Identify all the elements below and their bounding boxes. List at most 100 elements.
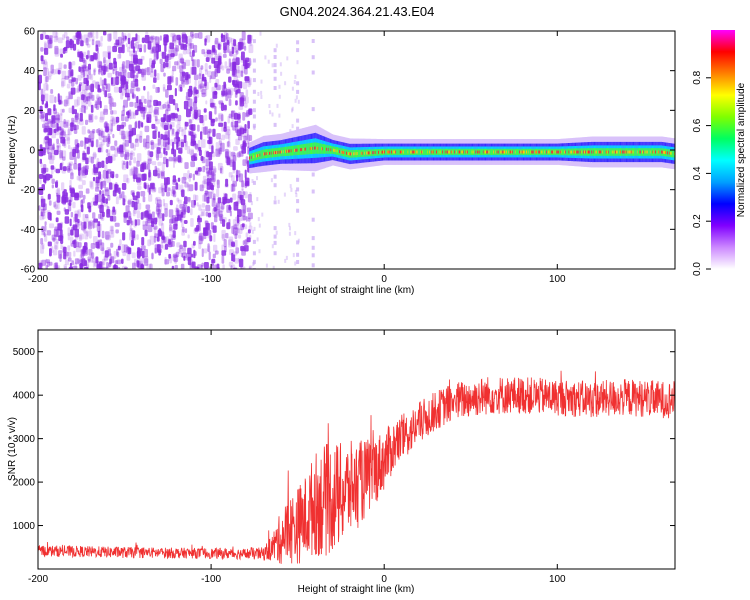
spectrogram-noise-cell: [206, 178, 210, 186]
spectrogram-noise-cell: [143, 182, 147, 189]
spectrogram-noise-cell: [233, 60, 237, 67]
spectrogram-noise-cell: [221, 126, 224, 132]
spectrogram-noise-cell: [156, 199, 162, 208]
spectrogram-noise-cell: [157, 138, 161, 146]
spectrogram-noise-cell: [169, 218, 174, 224]
spectrogram-noise-cell: [179, 245, 183, 253]
spectrogram-noise-cell: [52, 31, 57, 38]
spectrogram-noise-cell: [226, 222, 231, 230]
spectrogram-noise-cell: [151, 187, 156, 193]
spectrogram-noise-cell: [108, 96, 113, 105]
spectrogram-noise-cell: [114, 222, 120, 227]
spectrogram-noise-cell: [88, 115, 93, 121]
ridge-inner: [660, 148, 662, 156]
spectrogram-noise-cell: [196, 225, 200, 231]
spectrogram-noise-cell: [97, 161, 102, 169]
spectrogram-noise-cell: [96, 224, 101, 233]
spectrogram-noise-cell: [143, 256, 149, 264]
spectrogram-noise-cell: [45, 259, 50, 264]
spectrogram-noise-cell: [223, 46, 227, 54]
spectrogram-noise-cell: [107, 135, 111, 145]
spectrogram-noise-cell: [156, 236, 160, 242]
ridge-inner: [621, 148, 623, 156]
spectrogram-noise-cell: [88, 63, 91, 70]
spectrogram-streak-cell: [296, 118, 300, 123]
spectrogram-noise-cell: [177, 36, 182, 44]
spectrogram-noise-cell: [176, 60, 180, 70]
spectrogram-noise-cell: [67, 245, 71, 251]
spectrogram-noise-cell: [149, 95, 153, 103]
ridge-inner: [604, 148, 606, 156]
spectrogram-noise-cell: [61, 161, 64, 166]
spectrogram-x-ticks: -200 -100 0 100: [28, 31, 566, 285]
spectrogram-streak-cell: [273, 251, 277, 256]
spectrogram-noise-cell: [63, 99, 68, 107]
spectrogram-noise-cell: [215, 142, 219, 151]
spectrogram-noise-cell: [88, 113, 94, 123]
ridge-inner: [613, 148, 615, 156]
spectrogram-noise-cell: [117, 245, 121, 251]
spectrogram-noise-cell: [147, 163, 151, 170]
spectrogram-noise-cell: [84, 143, 87, 150]
ridge-inner: [359, 149, 361, 158]
spectrogram-noise-cell: [162, 84, 166, 92]
spectrogram-noise-cell: [246, 110, 251, 117]
spectrogram-noise-cell: [92, 52, 96, 60]
ridge-inner: [452, 148, 454, 156]
spectrogram-noise-cell: [239, 173, 243, 183]
spectrogram-noise-cell: [97, 204, 103, 209]
spectrogram-noise-cell: [79, 82, 82, 87]
spectrogram-streak-cell: [252, 251, 256, 256]
spectrogram-noise-cell: [156, 147, 161, 154]
ridge-inner: [672, 149, 674, 158]
ridge-inner: [365, 149, 367, 157]
spectrogram-noise-cell: [204, 190, 209, 195]
spectrogram-noise-cell: [241, 97, 246, 104]
spectrogram-speckle: [278, 84, 281, 89]
spectrogram-noise-cell: [210, 118, 216, 123]
spectrogram-noise-cell: [47, 138, 52, 146]
spectrogram-noise-cell: [221, 102, 224, 111]
spectrogram-noise-cell: [234, 83, 240, 88]
spectrogram-noise-cell: [181, 228, 185, 236]
spectrogram-noise-cell: [95, 256, 99, 264]
spectrogram-noise-cell: [109, 252, 112, 260]
spectrogram-noise-cell: [54, 47, 60, 57]
spectrogram-noise-cell: [148, 187, 151, 195]
spectrogram-noise-cell: [45, 112, 48, 122]
spectrogram-noise-cell: [75, 266, 79, 269]
spectrogram-noise-cell: [216, 179, 220, 185]
spectrogram-noise-cell: [57, 67, 62, 74]
spectrogram-noise-cell: [235, 100, 238, 106]
spectrogram-noise-cell: [47, 39, 53, 49]
spectrogram-noise-cell: [188, 184, 194, 192]
spectrogram-streak-cell: [273, 122, 277, 127]
spectrogram-noise-cell: [233, 224, 238, 230]
spectrogram-noise-cell: [245, 232, 249, 238]
spectrogram-noise-cell: [64, 197, 69, 203]
chart-title: GN04.2024.364.21.43.E04: [280, 4, 435, 19]
spectrogram-noise-cell: [39, 114, 45, 120]
spectrogram-noise-cell: [145, 31, 149, 37]
spectrogram-noise-cell: [163, 148, 167, 156]
spectrogram-noise-cell: [235, 200, 239, 207]
spectrogram-noise-cell: [180, 42, 184, 48]
spectrogram-noise-cell: [149, 264, 153, 269]
spectrogram-noise-cell: [56, 138, 59, 144]
spectrogram-noise-cell: [201, 156, 206, 164]
spectrogram-noise-cell: [187, 256, 192, 266]
spectrogram-noise-cell: [222, 219, 226, 227]
spectrogram-noise-cell: [207, 243, 210, 252]
spectrogram-noise-cell: [81, 222, 86, 231]
spectrogram-noise-cell: [230, 183, 234, 192]
spectrogram-noise-cell: [209, 182, 213, 190]
spectrogram-noise-cell: [134, 101, 139, 109]
spectrogram-noise-cell: [186, 48, 191, 55]
spectrogram-noise-cell: [146, 209, 151, 215]
spectrogram-noise-cell: [163, 141, 168, 147]
spectrogram-noise-cell: [245, 57, 250, 63]
spectrogram-noise-cell: [93, 218, 98, 223]
spectrogram-noise-cell: [40, 47, 44, 52]
spectrogram-noise-cell: [223, 121, 227, 129]
ridge-inner: [409, 148, 411, 156]
